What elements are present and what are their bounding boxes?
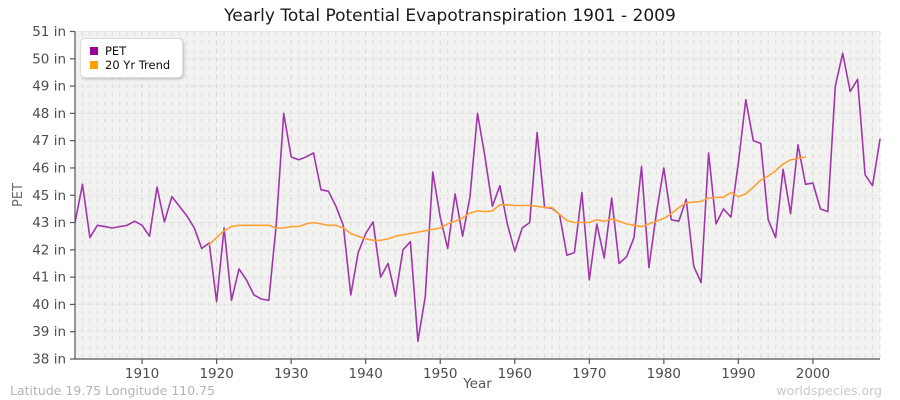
x-tick-label: 1920 (199, 366, 233, 382)
x-tick-label: 1910 (125, 366, 159, 382)
x-tick-label: 1930 (274, 366, 308, 382)
coordinates-caption: Latitude 19.75 Longitude 110.75 (10, 383, 216, 398)
y-axis-title: PET (11, 183, 26, 207)
legend-item-trend: 20 Yr Trend (90, 58, 170, 72)
y-tick-label: 43 in (32, 215, 66, 231)
x-tick-label: 2000 (796, 366, 830, 382)
trend-legend-swatch (90, 61, 98, 69)
y-tick-label: 50 in (32, 51, 66, 67)
legend-item-pet: PET (90, 44, 170, 58)
x-tick-label: 1950 (423, 366, 457, 382)
y-tick-label: 41 in (32, 270, 66, 286)
y-tick-label: 38 in (32, 352, 66, 368)
y-tick-label: 40 in (32, 297, 66, 313)
pet-line (74, 52, 881, 343)
x-tick-label: 1990 (721, 366, 755, 382)
trend-legend-label: 20 Yr Trend (105, 58, 171, 72)
x-tick-label: 1970 (572, 366, 606, 382)
y-tick-label: 39 in (32, 324, 66, 340)
chart-title: Yearly Total Potential Evapotranspiratio… (224, 6, 676, 26)
watermark: worldspecies.org (776, 383, 882, 398)
y-tick-label: 42 in (32, 242, 66, 258)
x-tick-label: 1940 (349, 366, 383, 382)
pet-legend-swatch (90, 47, 98, 55)
y-tick-label: 48 in (32, 106, 66, 122)
y-tick-label: 46 in (32, 160, 66, 176)
y-tick-label: 51 in (32, 24, 66, 40)
x-axis-title: Year (462, 376, 492, 392)
x-tick-label: 1980 (647, 366, 681, 382)
y-tick-label: 47 in (32, 133, 66, 149)
pet-legend-label: PET (105, 44, 127, 58)
y-tick-label: 49 in (32, 79, 66, 95)
x-tick-label: 1960 (498, 366, 532, 382)
y-tick-label: 45 in (32, 188, 66, 204)
legend-box: PET 20 Yr Trend (80, 38, 184, 78)
trend-line (208, 156, 807, 246)
